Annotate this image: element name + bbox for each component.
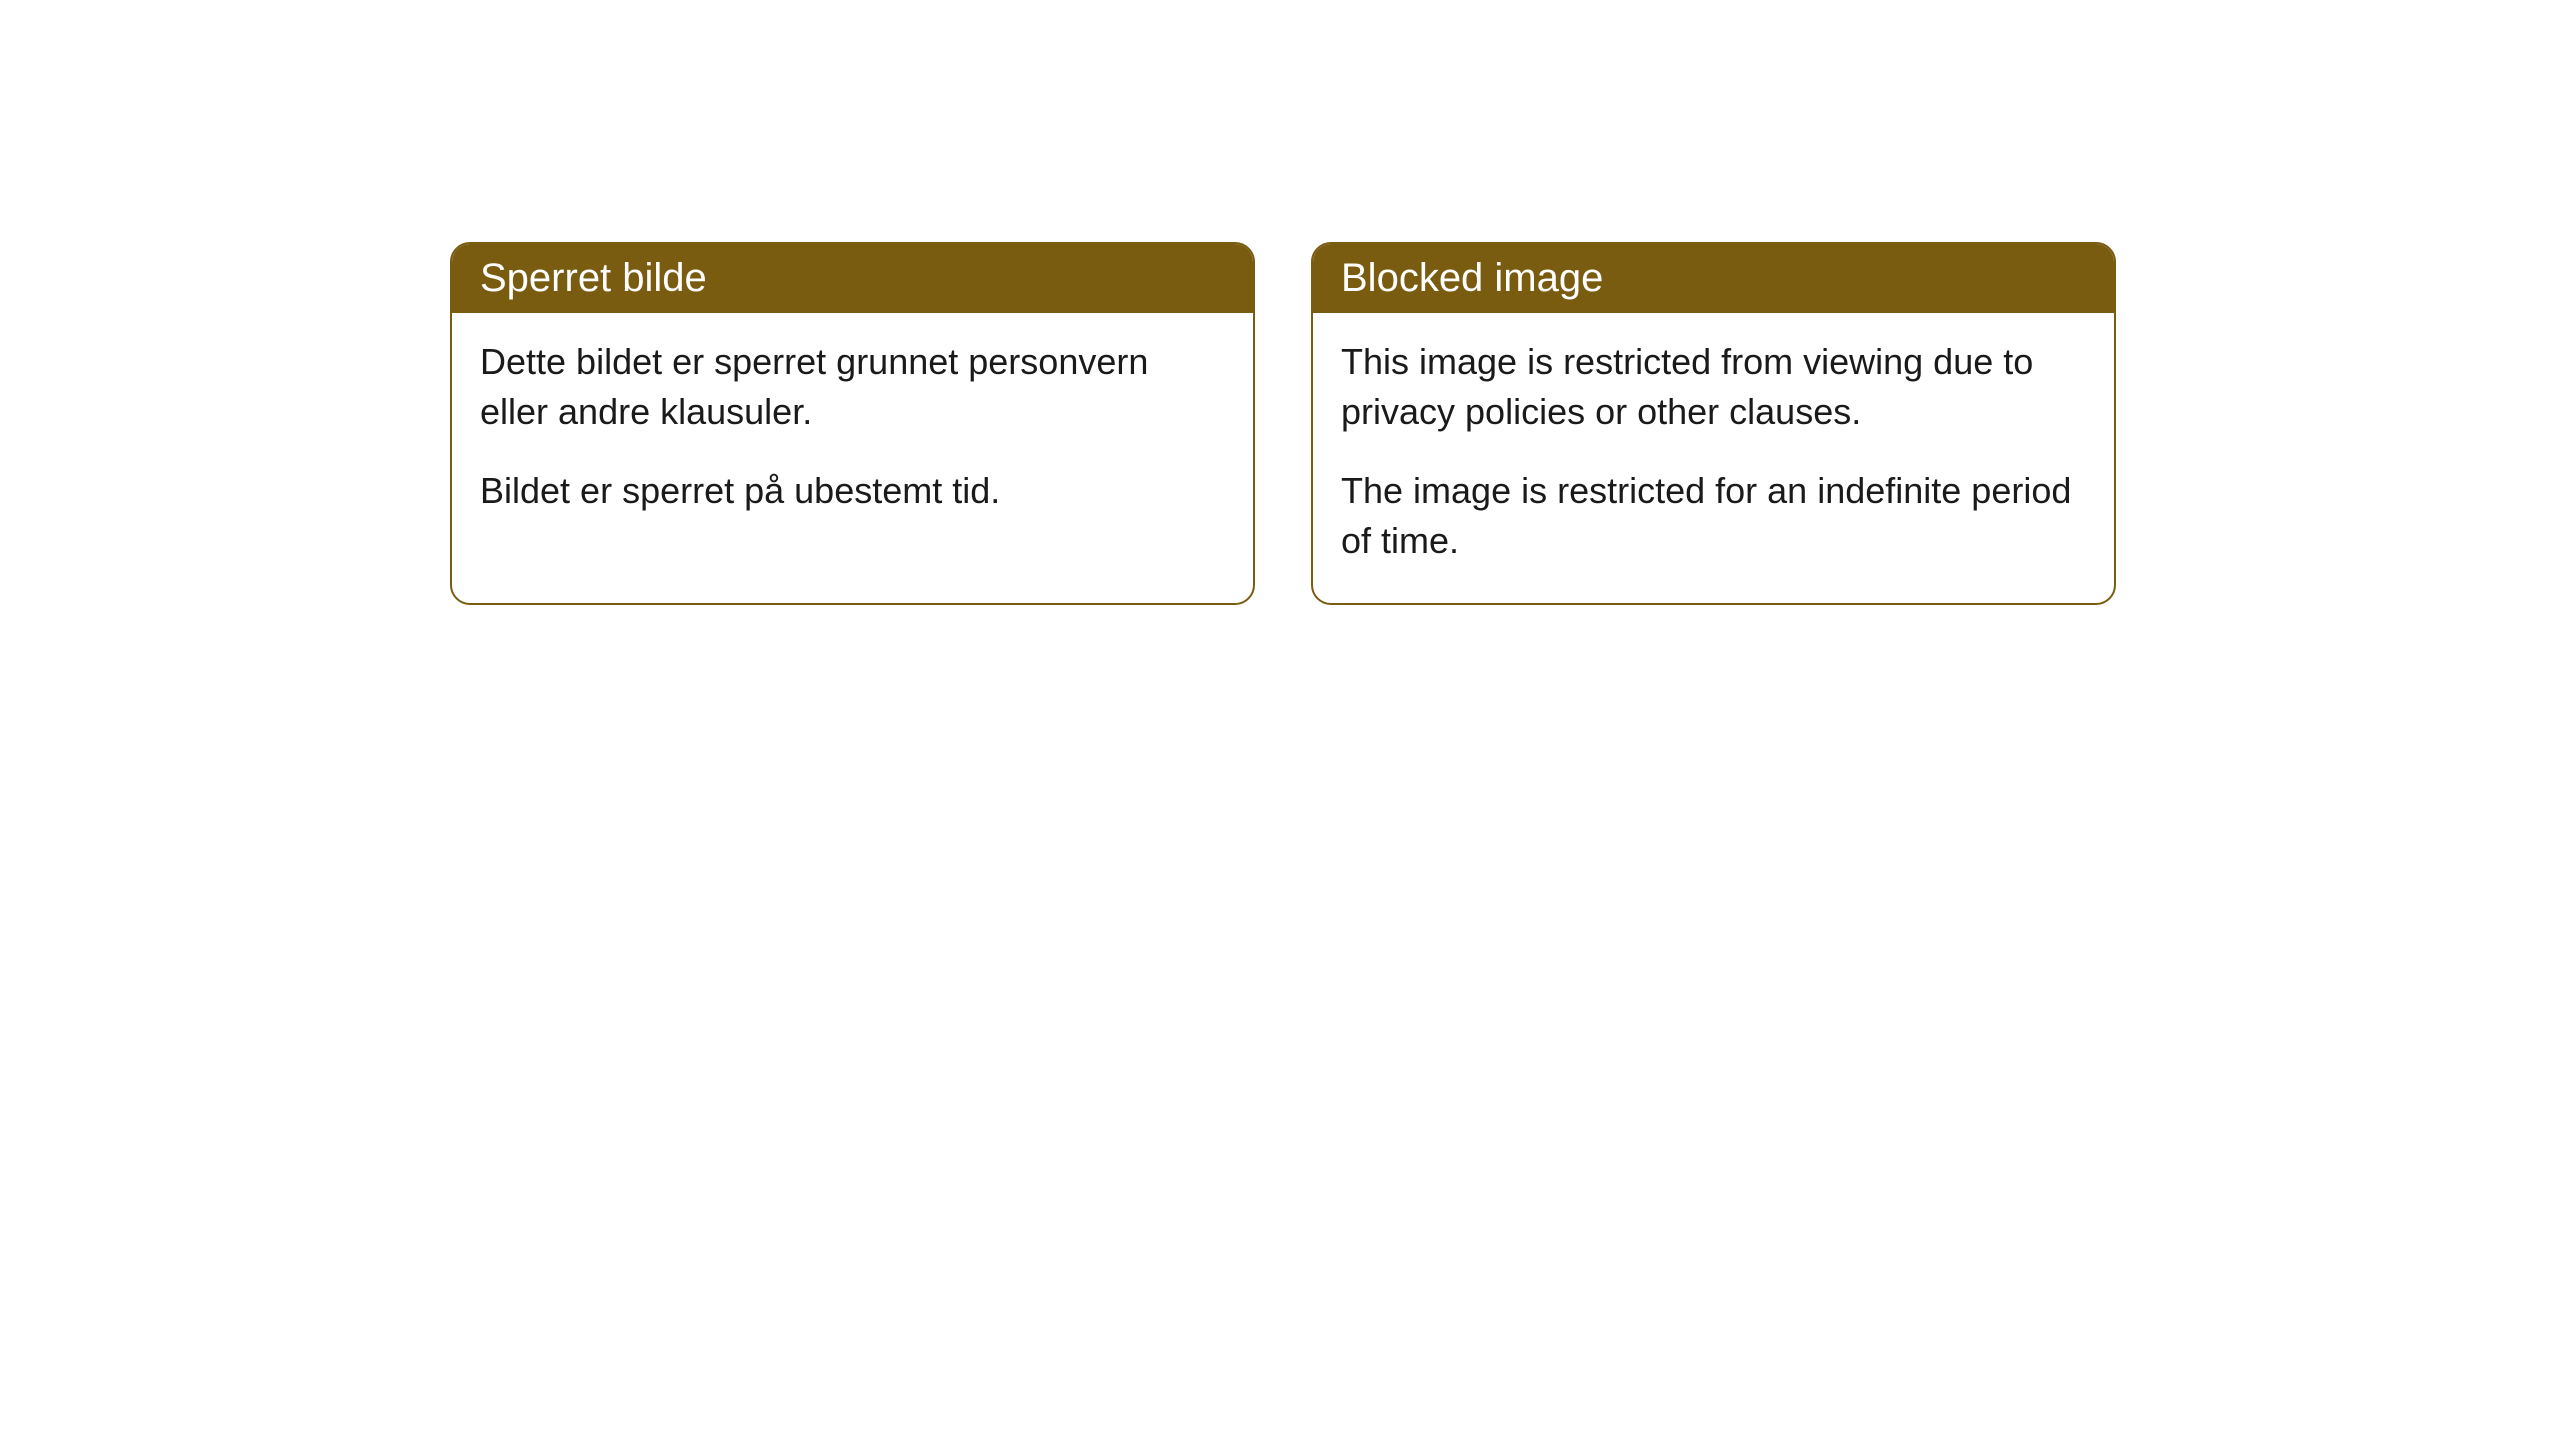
card-body: Dette bildet er sperret grunnet personve… [452,313,1253,552]
card-paragraph: This image is restricted from viewing du… [1341,337,2086,438]
notice-card-english: Blocked image This image is restricted f… [1311,242,2116,605]
card-title: Sperret bilde [480,256,707,300]
card-body: This image is restricted from viewing du… [1313,313,2114,603]
card-header: Blocked image [1313,244,2114,313]
notice-card-norwegian: Sperret bilde Dette bildet er sperret gr… [450,242,1255,605]
notice-cards-container: Sperret bilde Dette bildet er sperret gr… [450,242,2116,605]
card-paragraph: Bildet er sperret på ubestemt tid. [480,466,1225,516]
card-header: Sperret bilde [452,244,1253,313]
card-paragraph: Dette bildet er sperret grunnet personve… [480,337,1225,438]
card-paragraph: The image is restricted for an indefinit… [1341,466,2086,567]
card-title: Blocked image [1341,256,1603,300]
